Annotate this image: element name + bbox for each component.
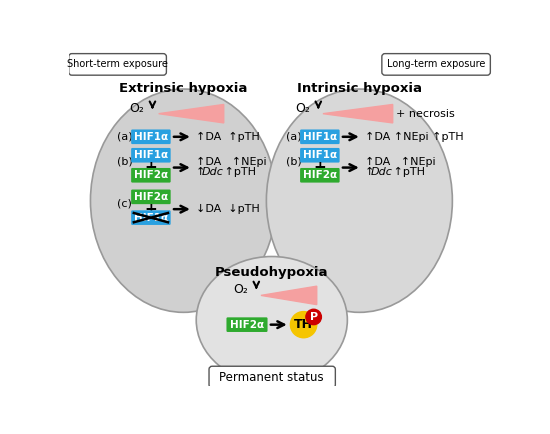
Polygon shape bbox=[158, 105, 224, 123]
Text: ↑: ↑ bbox=[196, 167, 205, 177]
Text: TH: TH bbox=[294, 318, 313, 331]
Text: HIF1α: HIF1α bbox=[134, 213, 168, 223]
Ellipse shape bbox=[266, 89, 452, 312]
Ellipse shape bbox=[90, 89, 277, 312]
Text: ↑pTH: ↑pTH bbox=[389, 167, 425, 177]
Text: ↑DA   ↑NEpi: ↑DA ↑NEpi bbox=[196, 157, 267, 167]
Text: Intrinsic hypoxia: Intrinsic hypoxia bbox=[297, 82, 422, 95]
Text: HIF1α: HIF1α bbox=[303, 132, 337, 142]
Text: +: + bbox=[145, 160, 157, 175]
Polygon shape bbox=[261, 286, 317, 305]
Text: Short-term exposure: Short-term exposure bbox=[67, 59, 168, 69]
Polygon shape bbox=[323, 105, 393, 123]
Text: HIF2α: HIF2α bbox=[303, 170, 337, 180]
Text: +: + bbox=[314, 160, 326, 175]
Text: ↑DA   ↑NEpi: ↑DA ↑NEpi bbox=[365, 157, 436, 167]
FancyBboxPatch shape bbox=[209, 366, 336, 388]
Text: (b): (b) bbox=[117, 156, 133, 166]
Text: (c): (c) bbox=[117, 198, 132, 208]
FancyBboxPatch shape bbox=[300, 168, 339, 183]
Circle shape bbox=[290, 312, 317, 338]
Text: Long-term exposure: Long-term exposure bbox=[387, 59, 485, 69]
FancyBboxPatch shape bbox=[131, 129, 170, 144]
FancyBboxPatch shape bbox=[131, 168, 170, 183]
Text: + necrosis: + necrosis bbox=[396, 108, 454, 118]
FancyBboxPatch shape bbox=[131, 148, 170, 163]
Text: ↑pTH: ↑pTH bbox=[221, 167, 256, 177]
Text: (a): (a) bbox=[117, 132, 133, 142]
Text: Ddc: Ddc bbox=[202, 167, 224, 177]
Text: HIF1α: HIF1α bbox=[134, 150, 168, 160]
Text: Permanent status: Permanent status bbox=[219, 371, 324, 384]
Text: ↓DA  ↓pTH: ↓DA ↓pTH bbox=[196, 204, 260, 214]
Text: ↑DA ↑NEpi ↑pTH: ↑DA ↑NEpi ↑pTH bbox=[365, 132, 464, 142]
FancyBboxPatch shape bbox=[131, 210, 170, 225]
Text: HIF2α: HIF2α bbox=[230, 320, 264, 330]
Text: ↑: ↑ bbox=[365, 167, 374, 177]
Text: HIF1α: HIF1α bbox=[134, 132, 168, 142]
Text: Extrinsic hypoxia: Extrinsic hypoxia bbox=[119, 82, 248, 95]
Text: HIF1α: HIF1α bbox=[303, 150, 337, 160]
FancyBboxPatch shape bbox=[382, 54, 491, 75]
Text: ↑DA  ↑pTH: ↑DA ↑pTH bbox=[196, 132, 260, 142]
FancyBboxPatch shape bbox=[227, 317, 267, 332]
Text: Pseudohypoxia: Pseudohypoxia bbox=[215, 266, 328, 279]
Text: O₂: O₂ bbox=[233, 283, 248, 296]
Text: P: P bbox=[310, 312, 318, 322]
FancyBboxPatch shape bbox=[69, 54, 167, 75]
Circle shape bbox=[306, 309, 321, 325]
Text: O₂: O₂ bbox=[129, 102, 145, 115]
Text: (b): (b) bbox=[285, 156, 301, 166]
Text: Ddc: Ddc bbox=[371, 167, 393, 177]
Ellipse shape bbox=[196, 256, 348, 384]
Text: HIF2α: HIF2α bbox=[134, 170, 168, 180]
FancyBboxPatch shape bbox=[300, 129, 339, 144]
FancyBboxPatch shape bbox=[131, 190, 170, 204]
Text: (a): (a) bbox=[285, 132, 301, 142]
Text: HIF2α: HIF2α bbox=[134, 192, 168, 202]
Text: O₂: O₂ bbox=[295, 102, 310, 115]
FancyBboxPatch shape bbox=[300, 148, 339, 163]
Text: +: + bbox=[145, 202, 157, 217]
